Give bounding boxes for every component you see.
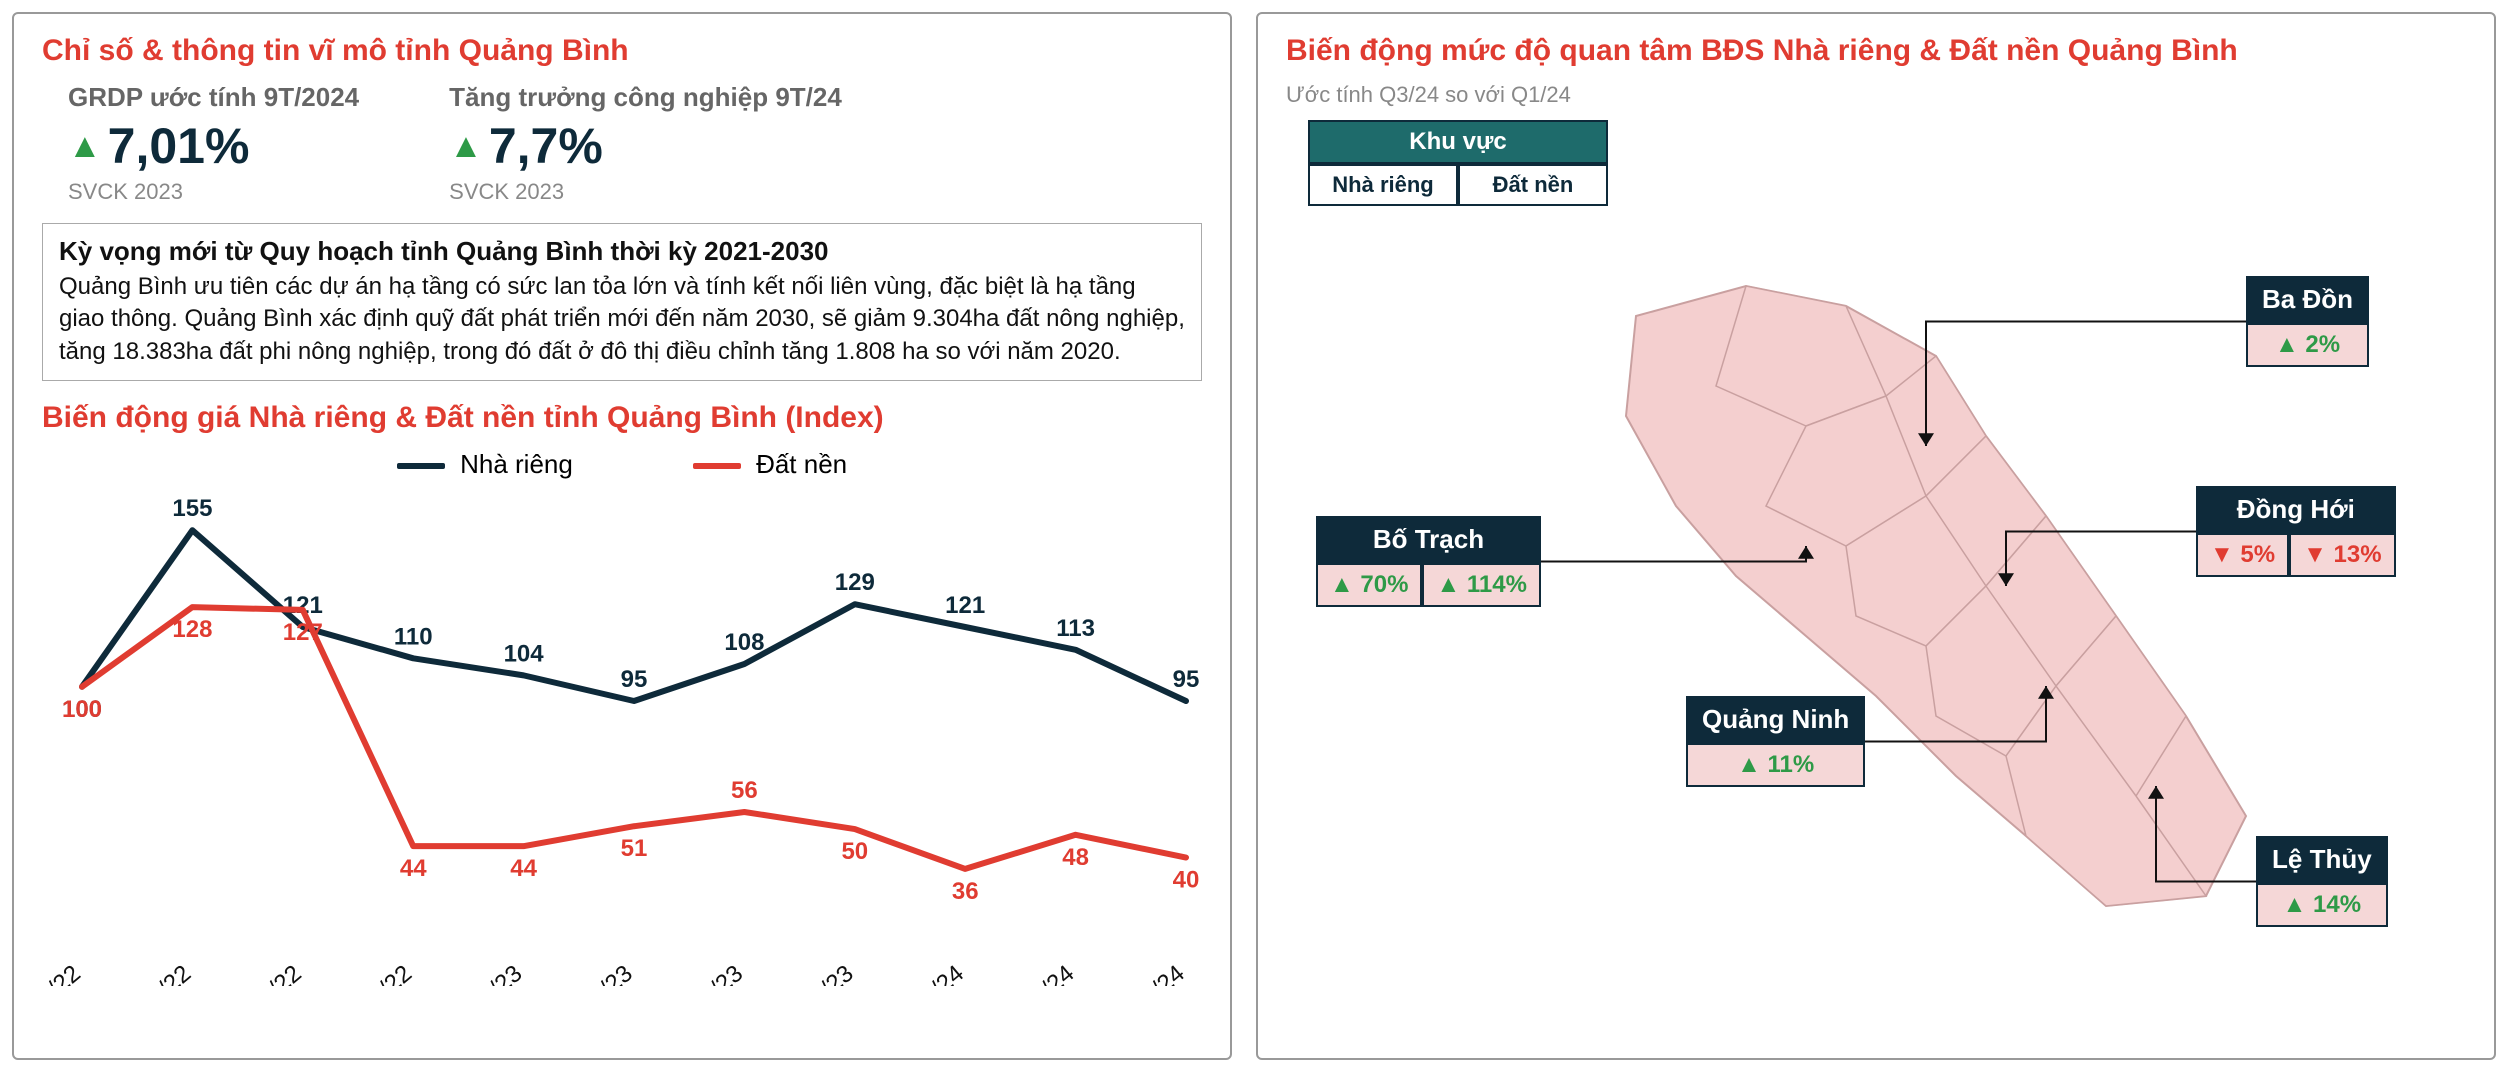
metric-label: GRDP ước tính 9T/2024: [68, 82, 359, 113]
svg-text:Q4/23: Q4/23: [791, 960, 858, 986]
value-cell: ▼ 5%: [2196, 533, 2289, 577]
svg-text:110: 110: [394, 623, 433, 650]
metric-value: 7,01%: [108, 117, 250, 175]
location-name: Ba Đồn: [2246, 276, 2369, 323]
location-values: ▼ 5%▼ 13%: [2196, 533, 2396, 577]
legend-swatch: [693, 463, 741, 469]
svg-text:40: 40: [1173, 867, 1200, 894]
svg-text:128: 128: [172, 616, 212, 643]
svg-text:121: 121: [945, 592, 985, 619]
metric-label: Tăng trưởng công nghiệp 9T/24: [449, 82, 842, 113]
location-box: Lệ Thủy▲ 14%: [2256, 836, 2388, 927]
svg-text:51: 51: [621, 835, 648, 862]
location-values: ▲ 11%: [1686, 743, 1865, 787]
map-area: Ba Đồn▲ 2% Đồng Hới▼ 5%▼ 13% Bố Trạch▲ 70%…: [1286, 216, 2466, 1036]
svg-text:44: 44: [510, 855, 537, 882]
svg-text:Q1/23: Q1/23: [460, 960, 527, 986]
chart-legend: Nhà riêng Đất nền: [42, 449, 1202, 480]
value-cell: ▲ 14%: [2256, 883, 2388, 927]
svg-text:Q2/24: Q2/24: [1012, 960, 1079, 986]
right-panel: Biến động mức độ quan tâm BĐS Nhà riêng …: [1256, 12, 2496, 1060]
metric-industry: Tăng trưởng công nghiệp 9T/24 ▲ 7,7% SVC…: [449, 82, 842, 205]
svg-text:44: 44: [400, 855, 427, 882]
value-cell: ▲ 114%: [1422, 563, 1540, 607]
location-box: Bố Trạch▲ 70%▲ 114%: [1316, 516, 1541, 607]
svg-text:Q4/22: Q4/22: [350, 960, 417, 986]
chart-title: Biến động giá Nhà riêng & Đất nền tỉnh Q…: [42, 401, 1202, 435]
planning-note: Kỳ vọng mới từ Quy hoạch tỉnh Quảng Bình…: [42, 223, 1202, 381]
legend-item: Nhà riêng: [397, 449, 573, 480]
svg-text:Q2/22: Q2/22: [129, 960, 196, 986]
location-box: Đồng Hới▼ 5%▼ 13%: [2196, 486, 2396, 577]
map-title: Biến động mức độ quan tâm BĐS Nhà riêng …: [1286, 34, 2466, 68]
metric-grdp: GRDP ước tính 9T/2024 ▲ 7,01% SVCK 2023: [68, 82, 359, 205]
location-name: Lệ Thủy: [2256, 836, 2388, 883]
map-legend: Khu vực Nhà riêng Đất nền: [1308, 120, 2466, 206]
svg-text:56: 56: [731, 777, 758, 804]
value-cell: ▲ 2%: [2246, 323, 2369, 367]
metric-value: 7,7%: [489, 117, 603, 175]
svg-text:48: 48: [1062, 844, 1089, 871]
location-values: ▲ 70%▲ 114%: [1316, 563, 1541, 607]
up-triangle-icon: ▲: [449, 127, 483, 166]
svg-text:Q2/23: Q2/23: [570, 960, 637, 986]
svg-text:50: 50: [841, 838, 868, 865]
svg-text:155: 155: [172, 495, 212, 522]
location-box: Quảng Ninh▲ 11%: [1686, 696, 1865, 787]
location-name: Quảng Ninh: [1686, 696, 1865, 743]
svg-text:113: 113: [1056, 615, 1095, 642]
price-index-chart: 1001551211101049510812912111395100128127…: [42, 486, 1202, 1006]
svg-text:Q1/24: Q1/24: [902, 960, 969, 986]
svg-text:Q3/23: Q3/23: [681, 960, 748, 986]
value-cell: ▲ 70%: [1316, 563, 1422, 607]
location-values: ▲ 14%: [2256, 883, 2388, 927]
value-cell: ▲ 11%: [1686, 743, 1865, 787]
left-panel: Chỉ số & thông tin vĩ mô tỉnh Quảng Bình…: [12, 12, 1232, 1060]
svg-text:129: 129: [835, 569, 875, 596]
svg-text:95: 95: [621, 666, 648, 693]
legend-label: Nhà riêng: [460, 449, 573, 479]
legend-label: Đất nền: [756, 449, 847, 479]
svg-text:100: 100: [62, 696, 102, 723]
legend-header: Khu vực: [1308, 120, 1608, 164]
svg-text:Q3/24: Q3/24: [1122, 960, 1189, 986]
svg-text:108: 108: [724, 629, 764, 656]
legend-item: Đất nền: [693, 449, 847, 480]
location-values: ▲ 2%: [2246, 323, 2369, 367]
svg-text:127: 127: [283, 619, 323, 646]
metric-base: SVCK 2023: [449, 179, 842, 205]
macro-title: Chỉ số & thông tin vĩ mô tỉnh Quảng Bình: [42, 34, 1202, 68]
location-box: Ba Đồn▲ 2%: [2246, 276, 2369, 367]
note-title: Kỳ vọng mới từ Quy hoạch tỉnh Quảng Bình…: [59, 236, 1185, 267]
location-name: Bố Trạch: [1316, 516, 1541, 563]
svg-text:95: 95: [1173, 666, 1200, 693]
svg-text:104: 104: [504, 641, 545, 668]
svg-text:36: 36: [952, 878, 979, 905]
location-name: Đồng Hới: [2196, 486, 2396, 533]
legend-col: Đất nền: [1458, 164, 1608, 206]
chart-svg: 1001551211101049510812912111395100128127…: [42, 486, 1206, 986]
value-cell: ▼ 13%: [2289, 533, 2395, 577]
up-triangle-icon: ▲: [68, 127, 102, 166]
legend-swatch: [397, 463, 445, 469]
svg-text:Q1/22: Q1/22: [42, 960, 86, 986]
metrics-row: GRDP ước tính 9T/2024 ▲ 7,01% SVCK 2023 …: [68, 82, 1202, 205]
map-subtitle: Ước tính Q3/24 so với Q1/24: [1286, 82, 2466, 108]
note-body: Quảng Bình ưu tiên các dự án hạ tầng có …: [59, 271, 1185, 368]
legend-col: Nhà riêng: [1308, 164, 1458, 206]
metric-base: SVCK 2023: [68, 179, 359, 205]
svg-text:Q3/22: Q3/22: [239, 960, 306, 986]
